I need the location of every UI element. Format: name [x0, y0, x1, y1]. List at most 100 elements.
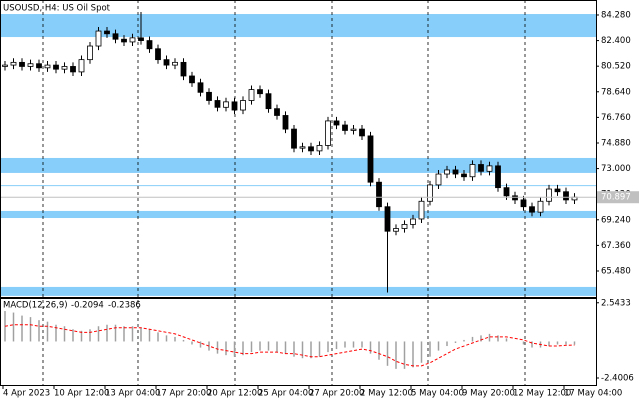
candle-body	[554, 188, 561, 193]
candle-body	[486, 165, 493, 172]
candle-body	[503, 187, 510, 197]
candle-body	[197, 82, 204, 93]
candle-body	[427, 184, 433, 202]
bid-label: 70.897	[601, 193, 631, 203]
candle-body	[546, 188, 552, 202]
candle-body	[240, 100, 246, 111]
candle-body	[180, 61, 187, 77]
y-tick-label: 65.480	[601, 266, 631, 276]
candle-body	[172, 61, 178, 66]
candle-body	[282, 115, 289, 130]
x-tick-label: 13 Apr 04:00	[105, 389, 160, 399]
candle-body	[265, 93, 272, 110]
candle-body	[384, 206, 391, 232]
marks	[1, 11, 599, 389]
y-tick-label: -2.4006	[601, 374, 634, 384]
candle-body	[95, 30, 102, 47]
candle-body	[444, 169, 450, 175]
candle-body	[452, 169, 459, 175]
candle-body	[138, 37, 144, 41]
chart-title: USOUSD, H4: US Oil Spot	[3, 4, 111, 14]
candle-body	[342, 124, 348, 131]
candle-body	[359, 128, 365, 137]
indicator-value: -0.2094	[71, 301, 104, 311]
bid-label-box	[597, 191, 639, 204]
candle-body	[53, 64, 59, 70]
candle-body	[10, 61, 17, 66]
y-tick-label: 78.640	[601, 87, 631, 97]
candle-body	[350, 128, 357, 131]
candle-body	[87, 45, 93, 61]
candle-body	[333, 120, 340, 126]
y-tick-label: 74.880	[601, 138, 631, 148]
candle-body	[121, 38, 127, 43]
candle-body	[410, 218, 416, 225]
candle-body	[36, 63, 42, 69]
x-tick-label: 10 Apr 12:00	[54, 389, 109, 399]
x-tick-label: 20 Apr 12:00	[207, 389, 262, 399]
candle-body	[563, 191, 569, 201]
candle-body	[469, 164, 476, 178]
candle-body	[495, 165, 501, 189]
candle-body	[27, 63, 34, 67]
candle-body	[19, 61, 25, 67]
candle-body	[461, 173, 467, 178]
candle-body	[291, 128, 297, 149]
candle-body	[2, 64, 8, 67]
candle-body	[418, 200, 425, 220]
candle-body	[112, 33, 119, 40]
candle-body	[129, 37, 136, 43]
candle-body	[529, 206, 535, 213]
indicator-value: -0.2386	[108, 301, 141, 311]
price-zone	[1, 210, 596, 219]
candle-body	[299, 146, 306, 149]
candle-body	[104, 30, 110, 35]
candle-body	[274, 108, 280, 116]
y-tick-label: 69.240	[601, 215, 631, 225]
x-tick-label: 25 Apr 04:00	[258, 389, 313, 399]
candle-body	[248, 89, 255, 101]
candle-body	[257, 89, 263, 95]
x-tick-label: 17 May 04:00	[564, 389, 622, 399]
price-zone	[1, 157, 596, 173]
candle-body	[512, 195, 518, 201]
candle-body	[206, 91, 212, 101]
candle-body	[44, 64, 51, 69]
y-tick-label: 67.360	[601, 241, 631, 251]
candle-body	[316, 145, 323, 152]
y-tick-label: 82.400	[601, 36, 631, 46]
y-tick-label: 2.5433	[601, 298, 631, 308]
candle-body	[478, 164, 484, 172]
candle-body	[367, 135, 374, 183]
candle-body	[393, 228, 399, 232]
x-tick-label: 12 May 12:00	[513, 389, 571, 399]
candle-body	[308, 146, 314, 152]
candle-body	[325, 120, 331, 146]
x-tick-label: 27 Apr 20:00	[309, 389, 364, 399]
y-tick-label: 73.000	[601, 164, 631, 174]
price-zone	[1, 14, 596, 38]
signal-line	[4, 324, 575, 367]
x-tick-label: 17 Apr 20:00	[156, 389, 211, 399]
price-pane-frame	[0, 0, 597, 298]
candle-body	[520, 199, 527, 208]
labels: USOUSD, H4: US Oil Spot MACD(12,26,9) -0…	[3, 4, 639, 399]
candle-body	[78, 59, 85, 73]
candle-body	[214, 100, 221, 108]
candle-body	[537, 200, 544, 213]
x-tick-label: 5 May 04:00	[411, 389, 464, 399]
candle-body	[231, 101, 238, 111]
candle-body	[146, 40, 153, 50]
candle-body	[61, 66, 68, 70]
candle-body	[223, 101, 229, 108]
candle-body	[401, 224, 408, 229]
candle-body	[163, 59, 170, 66]
candle-body	[435, 173, 442, 186]
x-tick-label: 4 Apr 2023	[3, 389, 50, 399]
x-tick-label: 2 May 12:00	[360, 389, 413, 399]
y-tick-label: 76.760	[601, 113, 631, 123]
y-tick-label: 80.520	[601, 62, 631, 72]
macd-pane-frame	[0, 298, 597, 386]
candle-body	[70, 66, 76, 73]
